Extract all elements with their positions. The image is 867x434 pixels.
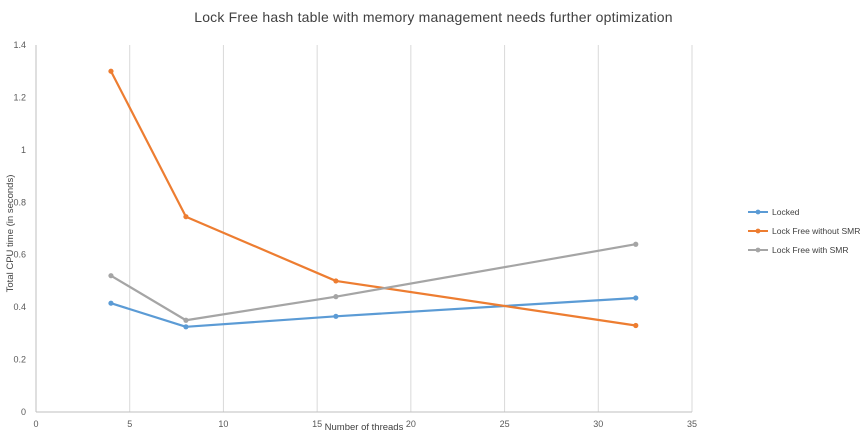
legend-label: Lock Free without SMR [772, 226, 860, 236]
y-tick-label: 1.2 [13, 92, 26, 102]
y-tick-label: 1.4 [13, 40, 26, 50]
series-line-lock-free-with-smr [110, 243, 636, 322]
legend: Locked Lock Free without SMR Lock Free wit… [748, 207, 860, 255]
data-point [333, 278, 339, 284]
series-lock-free-without-smr [108, 68, 639, 329]
data-point [183, 324, 189, 330]
x-tick-label: 5 [127, 419, 132, 429]
legend-marker [755, 247, 761, 253]
y-tick-label: 0.8 [13, 197, 26, 207]
data-point [108, 68, 114, 74]
legend-marker [755, 228, 761, 234]
legend-marker [755, 209, 761, 215]
data-point [333, 294, 339, 300]
data-point [183, 317, 189, 323]
x-tick-label: 15 [312, 419, 322, 429]
data-point [633, 322, 639, 329]
legend-item-lock-free-without-smr: Lock Free without SMR [748, 226, 860, 236]
x-tick-label: 25 [500, 419, 510, 429]
x-tick-label: 35 [687, 419, 697, 429]
x-axis-title: Number of threads [325, 422, 404, 433]
series-line-locked [110, 296, 636, 328]
data-point [633, 295, 639, 301]
y-tick-label: 0.4 [13, 302, 26, 312]
data-point [633, 241, 639, 247]
legend-item-lock-free-with-smr: Lock Free with SMR [748, 245, 849, 255]
y-tick-label: 0 [21, 407, 26, 417]
axes: 0 5 10 15 20 25 30 35 0 0.2 0.4 0.6 0.8 1 1.2 1.4 [13, 40, 697, 429]
y-tick-label: 0.6 [13, 250, 26, 260]
x-tick-label: 10 [218, 419, 228, 429]
series [108, 68, 639, 330]
y-tick-label: 0.2 [13, 355, 26, 365]
data-point [108, 300, 114, 306]
grid [129, 45, 693, 412]
legend-item-locked: Locked [748, 207, 800, 217]
series-line-lock-free-without-smr [109, 70, 636, 327]
data-point [333, 313, 339, 319]
y-axis-title: Total CPU time (in seconds) [5, 175, 16, 293]
chart-title: Lock Free hash table with memory managem… [194, 9, 673, 25]
series-locked [108, 295, 639, 330]
legend-label: Lock Free with SMR [772, 245, 849, 255]
x-tick-label: 20 [406, 419, 416, 429]
y-tick-label: 1 [21, 145, 26, 155]
x-tick-label: 30 [593, 419, 603, 429]
data-point [108, 273, 114, 279]
legend-label: Locked [772, 207, 800, 217]
series-lock-free-with-smr [108, 241, 639, 323]
x-tick-label: 0 [33, 419, 38, 429]
data-point [183, 214, 189, 220]
